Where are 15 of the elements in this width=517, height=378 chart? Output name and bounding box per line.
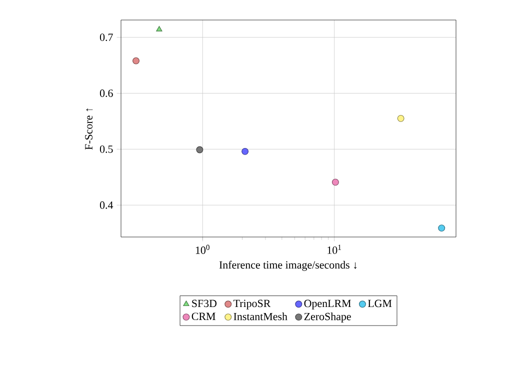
legend-label: SF3D: [192, 300, 217, 308]
y-tick-label: 0.6: [100, 90, 113, 97]
x-tick-label: 10$^{0}$: [196, 244, 210, 254]
x-tick-label: 10$^{1}$: [328, 244, 341, 254]
y-axis-title: F-Score ↑: [85, 108, 93, 150]
y-tick-label: 0.5: [100, 145, 113, 153]
legend-label: CRM: [192, 312, 216, 320]
y-tick-label: 0.4: [100, 201, 114, 209]
legend-label: InstantMesh: [234, 312, 288, 320]
legend-label: ZeroShape: [304, 312, 351, 322]
x-axis-title: Inference time image/seconds ↓: [219, 260, 357, 271]
legend-label: LGM: [368, 300, 392, 308]
legend-label: TripoSR: [234, 300, 271, 310]
legend-label: OpenLRM: [304, 300, 351, 310]
y-tick-label: 0.7: [100, 34, 113, 42]
